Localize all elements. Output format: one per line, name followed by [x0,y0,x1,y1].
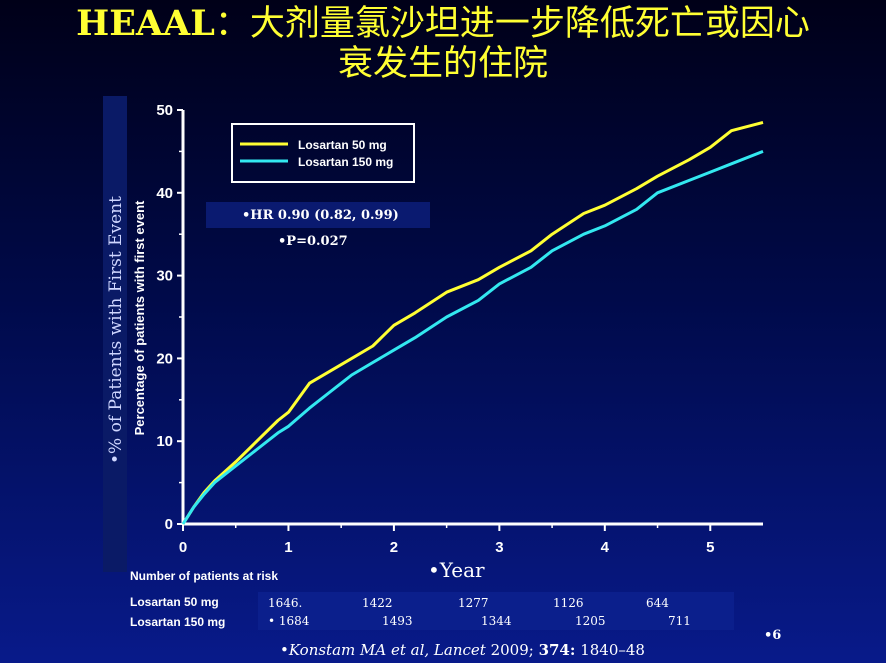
risk-cell: 1126 [553,596,584,610]
risk-cell: 1422 [362,596,393,610]
citation-pages: 1840–48 [575,641,645,659]
y-tick-label: 20 [156,350,173,367]
x-tick-label: 3 [495,539,503,556]
x-tick-label: 0 [179,539,187,556]
title-line2: 衰发生的住院 [337,44,548,84]
risk-row-name: Losartan 50 mg [130,595,219,609]
risk-cell: 1277 [458,596,489,610]
series-line-losartan-150 [181,150,764,525]
hazard-ratio-text: •HR 0.90 (0.82, 0.99) [242,208,399,223]
y-tick-label: 50 [156,102,173,119]
y-tick-label: 10 [156,433,173,450]
title-line1: ：大剂量氯沙坦进一步降低死亡或因心 [214,4,810,44]
y-label-band [103,96,127,572]
citation: •Konstam MA et al, Lancet 2009; 374: 184… [280,641,645,659]
citation-volume: 374: [538,641,576,659]
p-value-text: •P=0.027 [278,234,348,249]
page-number: •6 [764,628,782,643]
legend-box [231,123,415,183]
risk-cell: 1205 [575,614,606,628]
x-tick-label: 5 [706,539,714,556]
risk-cell: 1646. [268,596,303,610]
x-axis-label: •Year [428,558,485,582]
title-bold: HEAAL [76,3,215,44]
risk-cell: 644 [646,596,669,610]
x-tick-label: 2 [390,539,398,556]
risk-table-band [258,592,734,630]
chart-legend: Losartan 50 mg Losartan 150 mg [231,123,415,183]
citation-authors: Konstam MA et al, Lancet [288,641,486,659]
citation-year: 2009; [485,641,539,659]
risk-cell: • 1684 [268,614,310,628]
series-line-losartan-50 [181,120,764,525]
legend-label: Losartan 50 mg [298,138,387,152]
slide-title: HEAAL：大剂量氯沙坦进一步降低死亡或因心 衰发生的住院 [0,3,886,85]
risk-cell: 1493 [382,614,413,628]
y-tick-label: 0 [165,516,173,533]
chart-ticks: 0 10 20 30 40 50 0 1 2 3 4 5 [156,102,714,556]
y-tick-label: 40 [156,185,173,202]
risk-cell: 711 [668,614,691,628]
chart-axes [181,110,763,526]
legend-label: Losartan 150 mg [298,155,393,169]
risk-table-title: Number of patients at risk [130,569,279,583]
chart-series [181,120,764,525]
risk-row-name: Losartan 150 mg [130,615,226,629]
y-tick-label: 30 [156,268,173,285]
citation-prefix: • [280,641,289,659]
x-tick-label: 4 [601,539,610,556]
hr-box [206,202,430,228]
risk-cell: 1344 [481,614,512,628]
x-tick-label: 1 [284,539,292,556]
